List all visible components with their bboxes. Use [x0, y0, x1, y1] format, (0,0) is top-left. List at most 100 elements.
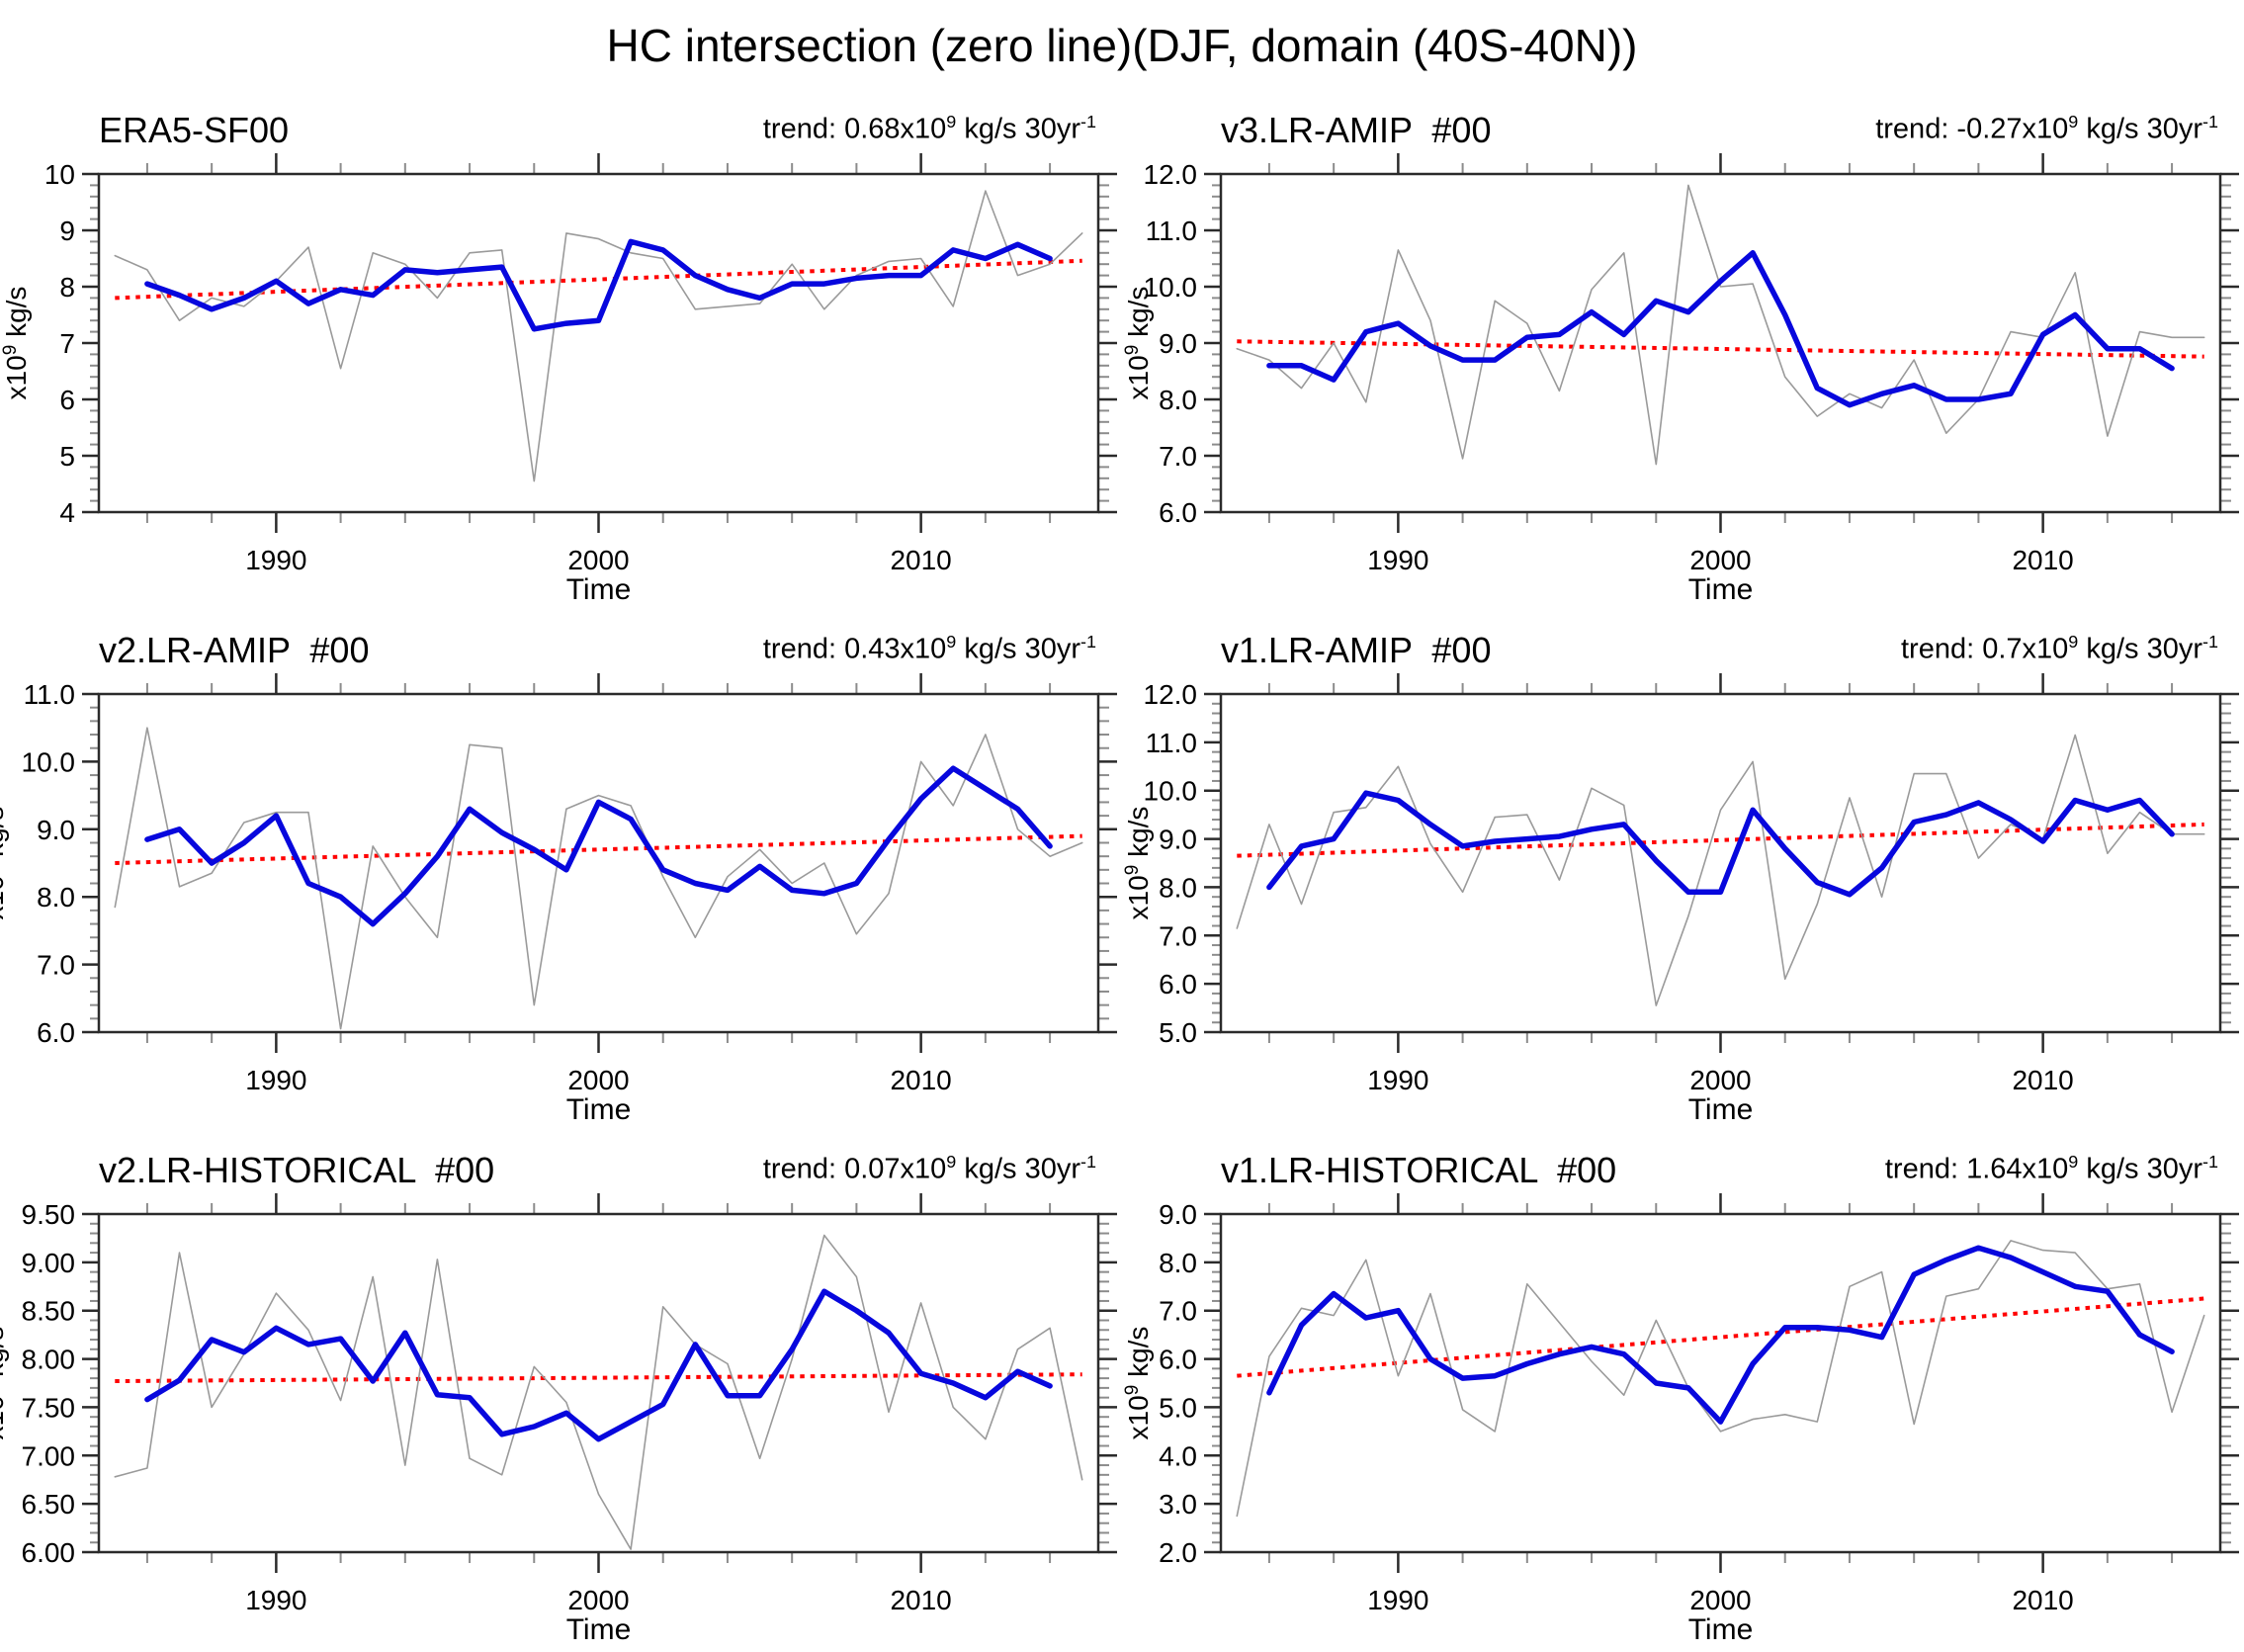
trend-exponent: -1: [1080, 632, 1096, 652]
chart-canvas: 6.0 7.0 8.0 9.0 10.0 11.0 12.0 1990 2000 2010 Time…: [1122, 153, 2239, 606]
y-tick-label: 12.0: [1144, 159, 1198, 190]
y-tick-label: 12.0: [1144, 679, 1198, 710]
trend-line: [115, 833, 1082, 865]
subplot-v1-lr-amip: v1.LR-AMIP #00 trend: 0.7x109 kg/s 30yr-…: [1122, 611, 2244, 1131]
subplot-title: v3.LR-AMIP #00: [1221, 110, 1492, 150]
smoothed-series-line: [144, 238, 1053, 332]
trend-exponent: 9: [2068, 632, 2079, 652]
subplot-v2-lr-historical: v2.LR-HISTORICAL #00 trend: 0.07x109 kg/…: [0, 1131, 1122, 1651]
y-tick-label: 4.0: [1159, 1440, 1197, 1471]
chart-canvas: 4 5 6 7 8 9 10 1990 2000 2010 Time x109 kg/s: [0, 153, 1117, 606]
trend-units: kg/s 30yr: [2078, 1154, 2203, 1185]
trend-line: [1237, 822, 2204, 858]
x-tick-label: 2000: [1689, 1065, 1751, 1095]
x-tick-label: 2010: [2012, 1585, 2073, 1615]
x-tick-label: 2010: [2012, 1065, 2073, 1095]
x-tick-label: 1990: [1367, 1065, 1428, 1095]
y-tick-label: 8.0: [1159, 872, 1197, 903]
y-tick-label: 3.0: [1159, 1489, 1197, 1520]
y-tick-label: 7: [59, 328, 75, 359]
y-tick-label: 2.0: [1159, 1537, 1197, 1568]
y-axis-label: x109 kg/s: [0, 807, 9, 920]
y-tick-label: 11.0: [1146, 728, 1197, 758]
y-tick-label: 7.0: [1159, 1296, 1197, 1327]
y-tick-label: 6.0: [1159, 969, 1197, 1000]
plot-frame: [1219, 172, 2222, 514]
annual-series-line: [1236, 734, 2205, 1006]
plot-frame: [1219, 1212, 2222, 1554]
y-tick-label: 5.0: [1159, 1017, 1197, 1048]
x-tick-label: 1990: [245, 1585, 306, 1615]
y-tick-label: 6.0: [1159, 497, 1197, 528]
x-axis-label: Time: [1688, 1613, 1754, 1646]
y-tick-label: 7.0: [37, 950, 75, 981]
trend-exponent: -1: [2202, 1152, 2218, 1173]
figure-title: HC intersection (zero line)(DJF, domain …: [606, 20, 1638, 71]
y-tick-label: 7.50: [22, 1392, 76, 1423]
smoothed-series-line: [1266, 250, 2175, 408]
annual-series-line: [114, 1234, 1083, 1550]
y-tick-label: 9.50: [22, 1199, 76, 1230]
annual-series-line: [114, 190, 1083, 482]
y-tick-label: 5: [59, 441, 75, 472]
trend-label: trend: 0.7x109 kg/s 30yr-1: [1901, 633, 2218, 670]
x-tick-label: 2010: [2012, 545, 2073, 575]
y-tick-label: 5.0: [1159, 1392, 1197, 1423]
trend-exponent: -1: [1080, 112, 1096, 132]
y-tick-label: 8.0: [1159, 1248, 1197, 1278]
subplot-title: ERA5-SF00: [99, 110, 290, 150]
y-tick-label: 6.0: [1159, 1345, 1197, 1375]
x-tick-label: 2000: [567, 545, 629, 575]
plot-frame: [97, 1212, 1100, 1554]
y-tick-label: 8.0: [37, 882, 75, 913]
y-tick-label: 6.00: [22, 1537, 76, 1568]
y-tick-label: 4: [59, 497, 75, 528]
y-tick-label: 9.00: [22, 1248, 76, 1278]
trend-units: kg/s 30yr: [956, 634, 1081, 665]
plot-frame: [1219, 692, 2222, 1034]
trend-label: trend: -0.27x109 kg/s 30yr-1: [1875, 113, 2218, 150]
y-axis-label: x109 kg/s: [0, 287, 32, 400]
subplot-v2-lr-amip: v2.LR-AMIP #00 trend: 0.43x109 kg/s 30yr…: [0, 611, 1122, 1131]
y-tick-label: 8: [59, 272, 75, 303]
trend-text: trend: 0.7x10: [1901, 634, 2069, 665]
x-tick-label: 1990: [1367, 545, 1428, 575]
y-tick-label: 9.0: [1159, 1199, 1197, 1230]
smoothed-series-line: [1266, 1245, 2175, 1425]
trend-units: kg/s 30yr: [956, 114, 1081, 145]
trend-label: trend: 0.07x109 kg/s 30yr-1: [763, 1153, 1096, 1190]
y-tick-label: 9.0: [1159, 328, 1197, 359]
trend-exponent: -1: [1080, 1152, 1096, 1173]
x-tick-label: 2000: [567, 1065, 629, 1095]
trend-label: trend: 0.43x109 kg/s 30yr-1: [763, 633, 1096, 670]
trend-units: kg/s 30yr: [956, 1154, 1081, 1185]
trend-units: kg/s 30yr: [2078, 114, 2203, 145]
subplot-v1-lr-historical: v1.LR-HISTORICAL #00 trend: 1.64x109 kg/…: [1122, 1131, 2244, 1651]
chart-canvas: 6.00 6.50 7.00 7.50 8.00 8.50 9.00 9.50 1990 2000…: [0, 1193, 1117, 1646]
y-tick-label: 9.0: [37, 815, 75, 845]
y-tick-label: 7.00: [22, 1440, 76, 1471]
y-tick-label: 7.0: [1159, 920, 1197, 951]
x-tick-label: 1990: [1367, 1585, 1428, 1615]
y-axis-label: x109 kg/s: [0, 1327, 9, 1440]
subplot-header: v3.LR-AMIP #00 trend: -0.27x109 kg/s 30y…: [1122, 91, 2244, 150]
trend-units: kg/s 30yr: [2078, 634, 2203, 665]
subplot-header: v2.LR-AMIP #00 trend: 0.43x109 kg/s 30yr…: [0, 611, 1122, 670]
subplot-grid: ERA5-SF00 trend: 0.68x109 kg/s 30yr-1 4 5…: [0, 91, 2244, 1651]
x-axis-label: Time: [566, 573, 632, 606]
subplot-v3-lr-amip: v3.LR-AMIP #00 trend: -0.27x109 kg/s 30y…: [1122, 91, 2244, 611]
y-tick-label: 7.0: [1159, 441, 1197, 472]
smoothed-series-line: [144, 1288, 1053, 1442]
y-tick-label: 8.50: [22, 1296, 76, 1327]
trend-line: [1237, 339, 2204, 359]
x-axis-label: Time: [1688, 573, 1754, 606]
y-tick-label: 8.0: [1159, 385, 1197, 415]
x-tick-label: 2000: [1689, 1585, 1751, 1615]
plot-frame: [97, 692, 1100, 1034]
y-tick-label: 11.0: [24, 679, 75, 710]
annual-series-line: [114, 727, 1083, 1030]
trend-label: trend: 1.64x109 kg/s 30yr-1: [1885, 1153, 2218, 1190]
trend-label: trend: 0.68x109 kg/s 30yr-1: [763, 113, 1096, 150]
trend-exponent: 9: [2068, 112, 2079, 132]
